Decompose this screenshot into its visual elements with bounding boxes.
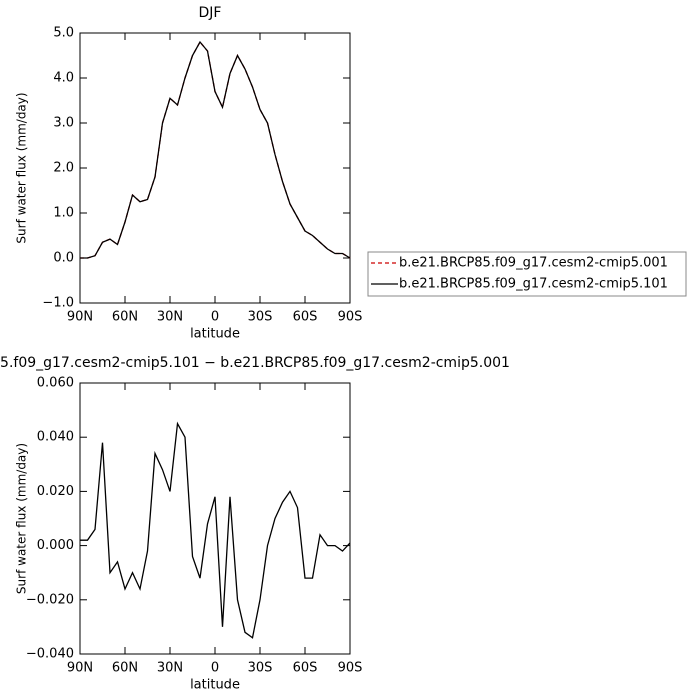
plot-frame: [79, 382, 351, 655]
y-tick-label: 0.020: [37, 484, 74, 499]
y-tick-label: 0.000: [37, 538, 74, 553]
x-tick-label: 90S: [338, 310, 363, 325]
x-tick-label: 60S: [293, 661, 318, 676]
x-tick-label: 30S: [248, 310, 273, 325]
y-axis-label: Surf water flux (mm/day): [15, 443, 29, 594]
x-tick-label: 60N: [112, 310, 138, 325]
y-tick-label: −0.020: [26, 592, 74, 607]
chart-title: b.e21.BRCP85.f09_g17.cesm2-cmip5.101 − b…: [0, 355, 510, 371]
legend-box: [367, 251, 687, 297]
data-line: [80, 40, 351, 259]
y-tick-label: 0.0: [53, 251, 74, 266]
x-tick-label: 30S: [248, 661, 273, 676]
x-axis-label: latitude: [190, 678, 240, 693]
y-tick-label: 1.0: [53, 206, 74, 221]
y-tick-label: −1.0: [42, 296, 74, 311]
x-tick-label: 0: [211, 310, 219, 325]
x-tick-label: 30N: [157, 661, 183, 676]
x-tick-label: 60S: [293, 310, 318, 325]
y-tick-label: 3.0: [53, 116, 74, 131]
y-tick-label: 2.0: [53, 161, 74, 176]
data-line: [80, 40, 351, 259]
y-tick-label: 5.0: [53, 26, 74, 41]
x-tick-label: 30N: [157, 310, 183, 325]
y-tick-label: 0.040: [37, 430, 74, 445]
legend-label: b.e21.BRCP85.f09_g17.cesm2-cmip5.001: [399, 256, 668, 271]
x-tick-label: 90N: [67, 661, 93, 676]
y-tick-label: 4.0: [53, 71, 74, 86]
x-axis-label: latitude: [190, 327, 240, 342]
data-line: [80, 421, 351, 639]
legend-label: b.e21.BRCP85.f09_g17.cesm2-cmip5.101: [399, 277, 668, 292]
y-tick-label: 0.060: [37, 376, 74, 391]
x-tick-label: 0: [211, 661, 219, 676]
x-tick-label: 60N: [112, 661, 138, 676]
chart-title: DJF: [199, 5, 222, 21]
plot-frame: [79, 32, 351, 304]
y-axis-label: Surf water flux (mm/day): [15, 92, 29, 243]
x-tick-label: 90N: [67, 310, 93, 325]
y-tick-label: −0.040: [26, 647, 74, 662]
x-tick-label: 90S: [338, 661, 363, 676]
